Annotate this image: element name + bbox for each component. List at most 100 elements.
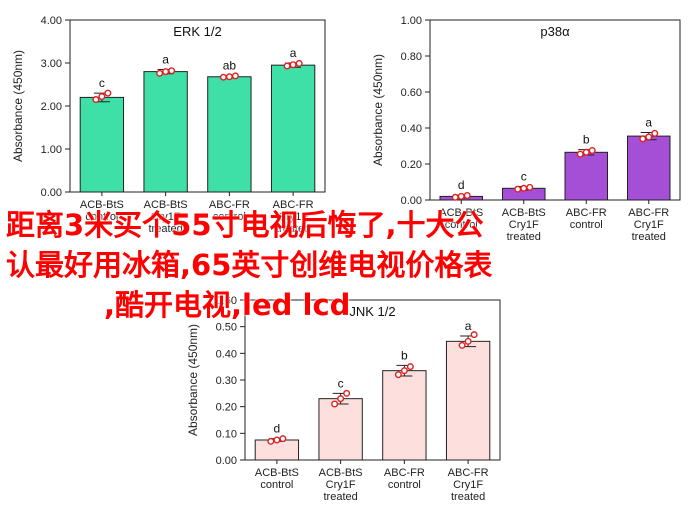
data-point — [279, 435, 287, 443]
bar — [270, 64, 316, 193]
x-tick-label: ABC-FR — [448, 467, 489, 479]
data-point — [295, 59, 303, 67]
x-tick-label: treated — [324, 491, 358, 503]
data-point — [457, 192, 465, 200]
x-tick-label: treated — [451, 491, 485, 503]
jnk-chart: JNK 1/2 0.00 0.10 0.20 0.30 0.40 0.50 0.60 Absor… — [186, 295, 501, 503]
x-tick-label: ACB-BtS — [439, 207, 483, 219]
x-tick-label: control — [445, 219, 478, 231]
y-tick-label: 4.00 — [41, 15, 62, 27]
data-point — [639, 135, 647, 143]
significance-letter: a — [645, 116, 652, 130]
x-tick-label: ACB-BtS — [502, 207, 546, 219]
x-tick-label: treated — [149, 223, 183, 235]
data-point — [156, 69, 164, 77]
data-point — [588, 146, 596, 154]
data-point — [651, 129, 659, 137]
y-tick-label: 1.00 — [401, 15, 422, 27]
significance-letter: d — [458, 178, 465, 192]
x-tick-label: ABC-FR — [566, 207, 607, 219]
data-point — [92, 96, 100, 104]
data-point — [582, 148, 590, 156]
x-tick-label: Cry1F — [326, 479, 356, 491]
data-point — [394, 371, 402, 379]
y-axis-title: Absorbance (450nm) — [186, 324, 200, 436]
significance-letter: b — [583, 133, 590, 147]
significance-letter: ab — [223, 58, 237, 72]
y-tick-label: 0.20 — [401, 159, 422, 171]
data-point — [289, 61, 297, 69]
x-tick-label: control — [85, 211, 118, 223]
y-tick-label: 0.10 — [216, 428, 237, 440]
x-tick-label: control — [388, 479, 421, 491]
x-tick-label: Cry1F — [509, 219, 539, 231]
x-tick-label: control — [570, 219, 603, 231]
data-point — [470, 331, 478, 339]
bar — [79, 96, 125, 193]
x-tick-label: ABC-FR — [209, 199, 250, 211]
x-tick-label: Cry1F — [634, 219, 664, 231]
x-tick-label: ABC-FR — [628, 207, 669, 219]
data-point — [464, 337, 472, 345]
bar — [143, 71, 188, 193]
x-tick-label: control — [213, 211, 246, 223]
data-point — [162, 68, 170, 76]
overlay-line-1: 距离3米买个55寸电视后悔了,十大公 — [6, 208, 484, 242]
overlay-line-3: ,酷开电视,led lcd — [104, 288, 351, 322]
data-point — [400, 367, 408, 375]
watermark-overlay-text: 距离3米买个55寸电视后悔了,十大公 认最好用冰箱,65英寸创维电视价格表 ,酷… — [6, 205, 696, 325]
significance-letter: c — [338, 376, 344, 390]
y-tick-label: 1.00 — [41, 144, 62, 156]
y-tick-label: 0.40 — [216, 348, 237, 360]
data-point — [514, 185, 522, 193]
y-tick-label: 0.80 — [401, 51, 422, 63]
data-point — [520, 184, 528, 192]
bar — [207, 76, 252, 193]
x-tick-label: control — [260, 479, 293, 491]
x-tick-label: treated — [632, 231, 666, 243]
x-tick-label: ABC-FR — [384, 467, 425, 479]
data-point — [219, 73, 227, 81]
y-tick-label: 0.00 — [41, 187, 62, 199]
plot-frame — [429, 19, 681, 201]
y-tick-label: 0.00 — [401, 195, 422, 207]
data-point — [406, 363, 414, 371]
data-point — [645, 133, 653, 141]
chart-title: JNK 1/2 — [349, 304, 395, 319]
y-tick-label: 0.00 — [216, 455, 237, 467]
x-tick-label: treated — [276, 223, 310, 235]
erk-chart: ERK 1/2 0.00 1.00 2.00 3.00 4.00 Absorbance (4… — [11, 15, 326, 235]
x-tick-label: treated — [507, 231, 541, 243]
x-tick-label: ACB-BtS — [319, 467, 363, 479]
y-axis-title: Absorbance (450nm) — [11, 50, 25, 162]
data-point — [104, 89, 112, 97]
data-point — [576, 150, 584, 158]
x-tick-label: Cry1F — [151, 211, 181, 223]
chart-title: ERK 1/2 — [173, 24, 221, 39]
data-point — [451, 193, 459, 201]
significance-letter: b — [401, 348, 408, 362]
significance-letter: a — [290, 46, 297, 60]
data-point — [343, 389, 351, 397]
y-axis-title: Absorbance (450nm) — [371, 54, 385, 166]
significance-letter: d — [274, 422, 281, 436]
x-tick-label: ACB-BtS — [255, 467, 299, 479]
data-point — [267, 437, 275, 445]
bar — [445, 340, 491, 461]
y-tick-label: 0.50 — [216, 322, 237, 334]
data-point — [273, 436, 281, 444]
significance-letter: a — [465, 319, 472, 333]
y-tick-label: 0.60 — [216, 295, 237, 307]
y-tick-label: 0.20 — [216, 402, 237, 414]
data-point — [283, 62, 291, 70]
y-tick-label: 0.30 — [216, 375, 237, 387]
y-tick-label: 0.40 — [401, 123, 422, 135]
overlay-line-2: 认最好用冰箱,65英寸创维电视价格表 — [6, 248, 493, 282]
bar — [564, 151, 608, 201]
p38-chart: p38α 0.00 0.20 0.40 0.60 0.80 1.00 Absorbance (… — [371, 15, 681, 243]
y-tick-label: 3.00 — [41, 58, 62, 70]
significance-letter: a — [162, 52, 169, 66]
x-tick-label: Cry1F — [453, 479, 483, 491]
x-tick-label: ACB-BtS — [80, 199, 124, 211]
significance-letter: c — [521, 170, 527, 184]
